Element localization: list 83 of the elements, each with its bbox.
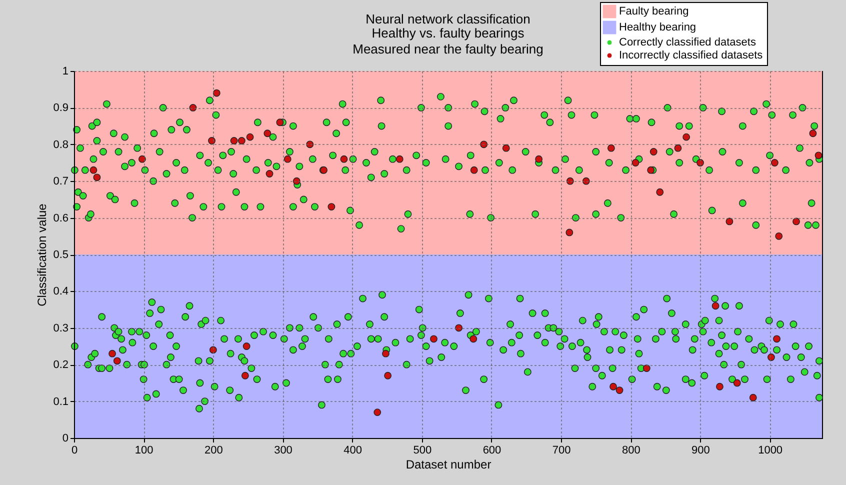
point <box>632 159 640 166</box>
point <box>241 372 249 380</box>
y-tick-label: 0.2 <box>53 359 68 372</box>
point <box>430 335 438 343</box>
y-tick-label: 0.4 <box>53 286 68 298</box>
legend-label: Incorrectly classified datasets <box>619 50 764 62</box>
point <box>328 203 336 210</box>
point <box>266 170 274 178</box>
x-axis-title: Dataset number <box>406 458 492 472</box>
x-tick-label: 700 <box>552 444 571 456</box>
point <box>208 137 216 144</box>
point <box>246 133 254 141</box>
legend-label: Correctly classified datasets <box>619 36 756 48</box>
y-axis-title: Classification value <box>35 203 50 306</box>
point <box>716 382 724 390</box>
y-tick-label: 0.9 <box>53 102 68 114</box>
point <box>382 350 390 358</box>
y-tick-label: 1 <box>62 66 68 78</box>
point <box>212 89 220 97</box>
point <box>696 159 704 166</box>
x-tick-label: 100 <box>134 444 154 456</box>
point <box>674 144 682 152</box>
point <box>773 335 780 343</box>
point <box>566 228 574 236</box>
point <box>340 155 348 163</box>
chart-subtitle: Healthy vs. faulty bearings Measured near the faulty bearing <box>352 26 544 56</box>
x-tick-label: 0 <box>71 444 78 456</box>
point <box>814 152 822 160</box>
point <box>535 155 543 163</box>
point <box>230 137 238 144</box>
x-tick-label: 300 <box>274 444 292 456</box>
point <box>642 364 650 372</box>
y-tick-label: 0.7 <box>53 176 68 188</box>
point <box>792 218 800 226</box>
point <box>775 232 783 240</box>
point <box>809 130 817 138</box>
y-tick-label: 0.1 <box>53 396 68 408</box>
point <box>374 408 382 416</box>
x-tick-label: 200 <box>204 444 223 456</box>
point <box>656 188 664 196</box>
point <box>292 177 300 185</box>
y-tick-label: 0.3 <box>53 322 68 334</box>
point <box>733 379 741 387</box>
point <box>712 302 720 310</box>
point <box>610 382 617 390</box>
point <box>113 357 121 365</box>
point <box>384 372 392 380</box>
point <box>726 218 734 226</box>
point <box>770 159 778 166</box>
x-tick-label: 900 <box>692 444 710 456</box>
point <box>90 166 98 174</box>
point <box>396 155 404 163</box>
legend-label: Faulty bearing <box>619 6 689 18</box>
y-tick-label: 0.5 <box>53 249 68 261</box>
point <box>480 140 488 148</box>
legend-label: Healthy bearing <box>619 22 696 34</box>
point <box>749 394 757 402</box>
x-tick-label: 500 <box>413 444 432 456</box>
point <box>502 144 510 152</box>
x-tick-label: 400 <box>344 444 362 456</box>
x-tick-label: 800 <box>622 444 640 456</box>
point <box>470 166 478 174</box>
point <box>682 133 690 141</box>
point <box>470 335 478 343</box>
point <box>650 148 658 156</box>
y-tick-label: 0.8 <box>53 138 68 151</box>
point <box>138 155 146 163</box>
point <box>607 144 615 152</box>
point <box>284 155 292 163</box>
y-tick-label: 0.6 <box>53 212 68 224</box>
chart-title: Neural network classification <box>366 12 530 26</box>
point <box>276 118 284 126</box>
point <box>264 130 272 138</box>
x-tick-label: 1000 <box>758 444 783 456</box>
point <box>93 174 101 182</box>
point <box>108 350 116 358</box>
point <box>242 342 250 350</box>
point <box>238 137 246 144</box>
point <box>616 386 624 394</box>
point <box>768 354 775 361</box>
point <box>455 324 462 332</box>
x-tick-label: 600 <box>482 444 502 456</box>
y-tick-label: 0 <box>62 432 68 444</box>
